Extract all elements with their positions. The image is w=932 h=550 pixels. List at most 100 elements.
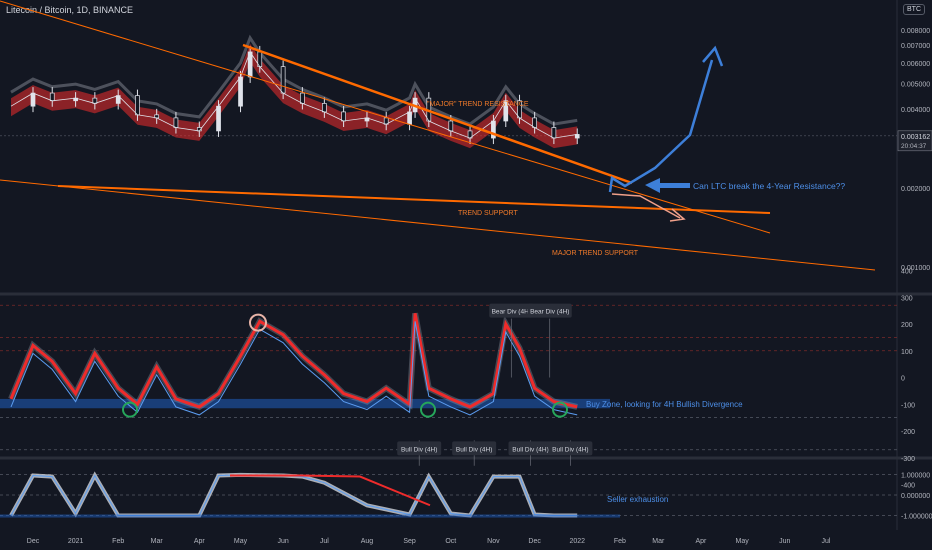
symbol-title[interactable]: Litecoin / Bitcoin, 1D, BINANCE (6, 5, 134, 15)
buy-zone-band (0, 398, 610, 409)
price-tick-label: 0.006000 (901, 61, 930, 68)
oscillator-tick-label: -200 (901, 429, 915, 436)
time-tick-label: Jul (822, 538, 831, 545)
candle-body (173, 117, 179, 128)
divergence-label: Bear Div (4H) (530, 309, 569, 316)
candle-body (532, 117, 537, 128)
divergence-label: Bull Div (4H) (456, 446, 492, 453)
time-tick-label: May (234, 538, 248, 545)
candle-body (280, 66, 286, 94)
time-tick-label: Feb (112, 538, 124, 545)
candle-body (448, 120, 454, 132)
stoch-tick-label: -1.000000 (901, 514, 932, 521)
price-tick-label: 0.007000 (901, 43, 930, 50)
stoch-annotation: Seller exhaustion (607, 495, 668, 504)
bearish-projection-path (611, 193, 681, 219)
axes: 0.008000 0.007000 0.006000 0.005000 0.004000… (27, 28, 932, 545)
time-tick-label: Jun (277, 538, 288, 545)
major-support-line (0, 179, 876, 271)
time-tick-label: Jun (779, 538, 790, 545)
candle-body (551, 127, 557, 139)
price-annotation: TREND SUPPORT (458, 210, 518, 217)
price-line (10, 51, 578, 139)
major-resistance-highlight (242, 43, 633, 185)
divergence-label: Bull Div (4H) (552, 446, 588, 453)
oscillator-fast-line (10, 321, 578, 416)
price-annotation: "MAJOR" TREND RESISTANCE (427, 101, 529, 108)
oversold-marker (420, 401, 436, 418)
price-annotation: Can LTC break the 4-Year Resistance?? (693, 181, 845, 191)
time-tick-label: Mar (652, 538, 665, 545)
oscillator-tick-label: 200 (901, 322, 913, 329)
price-tick-label: 0.004000 (901, 107, 930, 114)
oscillator-tick-label: 0 (901, 376, 905, 383)
oscillator-annotation: Buy Zone, looking for 4H Bullish Diverge… (586, 400, 743, 409)
time-tick-label: Sep (403, 538, 416, 545)
bearish-projection-arrowhead (669, 208, 686, 222)
divergence-label: Bull Div (4H) (401, 446, 437, 453)
time-tick-label: 2022 (569, 538, 585, 545)
oversold-marker (122, 401, 138, 418)
ma-ribbon (11, 43, 578, 149)
time-tick-label: Feb (614, 538, 626, 545)
time-tick-label: Dec (27, 538, 40, 545)
oscillator-panel: Bear Div (4H) Bear Div (4H) Bull Div (4H) B… (0, 303, 897, 466)
price-panel: "MAJOR" TREND RESISTANCE TREND SUPPORT MAJ… (0, 0, 897, 271)
trend-support-line (57, 185, 771, 214)
time-tick-label: Mar (151, 538, 164, 545)
panel-separators (0, 0, 932, 530)
major-resistance-line (0, 0, 771, 234)
stochastic-panel: Seller exhaustion (0, 471, 897, 518)
candle-body (238, 76, 243, 107)
candle-body (216, 105, 221, 132)
divergence-label-box (452, 441, 497, 456)
oscillator-tick-label: -300 (901, 456, 915, 463)
divergence-label-box (397, 441, 442, 456)
oversold-marker (552, 401, 568, 418)
bullish-projection-arrowhead (702, 45, 724, 67)
last-price-label: 0.003162 (901, 134, 930, 141)
candle-body (135, 95, 140, 116)
candle-body (30, 92, 36, 107)
time-tick-label: Jul (320, 538, 329, 545)
candle-body (322, 103, 327, 113)
currency-badge[interactable]: BTC (903, 4, 925, 15)
seller-zone-band (0, 514, 620, 518)
divergence-label: Bear Div (4H) (492, 309, 531, 316)
last-price-badge (897, 130, 932, 152)
divergence-label-box (489, 303, 534, 318)
price-annotation: MAJOR TREND SUPPORT (552, 250, 639, 257)
candle-body (407, 111, 412, 125)
time-tick-label: Apr (194, 538, 206, 545)
divergence-label-box (508, 441, 553, 456)
overbought-marker (249, 313, 267, 332)
oscillator-line (9, 313, 578, 409)
divergence-label: Bull Div (4H) (512, 446, 548, 453)
oscillator-tick-label: 100 (901, 349, 913, 356)
question-arrow (645, 178, 690, 193)
candle-body (341, 111, 346, 122)
time-tick-label: Dec (528, 538, 541, 545)
time-tick-label: Aug (361, 538, 374, 545)
candle-body (300, 92, 305, 104)
price-tick-label: 0.008000 (901, 28, 930, 35)
time-tick-label: May (736, 538, 750, 545)
price-tick-label: 0.001000 (901, 265, 930, 272)
oscillator-tick-label: 400 (901, 269, 913, 276)
price-tick-label: 0.002000 (901, 186, 930, 193)
candle-body (574, 134, 580, 139)
time-tick-label: Apr (695, 538, 707, 545)
divergence-label-box (527, 303, 572, 318)
stoch-tick-label: 0.000000 (901, 493, 930, 500)
countdown-label: 20:04:37 (901, 143, 927, 150)
stoch-bear-segment (230, 474, 431, 507)
oscillator-tick-label: -400 (901, 483, 915, 490)
bullish-projection-path (608, 59, 714, 193)
candle-body (49, 92, 55, 102)
time-tick-label: Oct (445, 538, 456, 545)
time-tick-label: Nov (487, 538, 500, 545)
divergence-label-box (548, 441, 593, 456)
price-tick-label: 0.005000 (901, 82, 930, 89)
stoch-tick-label: 1.000000 (901, 473, 930, 480)
